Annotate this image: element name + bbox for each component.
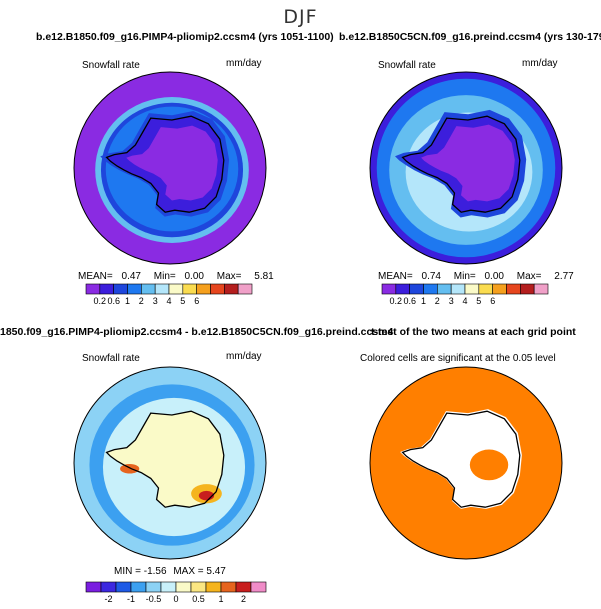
panel-1-colorbar-box-7 xyxy=(182,283,197,295)
panel-2-map-border xyxy=(369,71,563,265)
panel-3-colorbar-box-6 xyxy=(175,581,192,593)
panel-3-map-border xyxy=(73,366,267,560)
panel-2-colorbar-box-5 xyxy=(450,283,466,295)
panel-3-units: mm/day xyxy=(226,351,262,362)
panel-4-map xyxy=(369,366,563,560)
panel-2-colorbar-box-3 xyxy=(423,283,438,295)
panel-1-colorbar-box-0 xyxy=(85,283,101,295)
panel-2-units: mm/day xyxy=(522,58,558,69)
panel-3-tick-label: 0.5 xyxy=(192,594,205,604)
panel-1-interior-fill xyxy=(126,125,218,201)
panel-3-colorbar-box-4 xyxy=(145,581,162,593)
panel-3-peninsula-anomaly xyxy=(120,463,140,474)
panel-1-colorbar-box-1 xyxy=(99,283,114,295)
panel-2-coastline xyxy=(401,115,521,213)
panel-1-tick-label: 3 xyxy=(153,296,158,306)
panel-1-colorbar-box-4 xyxy=(141,283,156,295)
panel-3-map xyxy=(73,366,267,560)
panel-1-colorbar-box-10 xyxy=(224,283,239,295)
panel-1-colorbar-box-8 xyxy=(196,283,211,295)
panel-2-stats: MEAN= 0.74 Min= 0.00 Max= 2.77 xyxy=(378,271,574,282)
panel-4-coastline xyxy=(401,410,521,508)
panel-1-map xyxy=(73,71,267,265)
panel-2-tick-label: 5 xyxy=(476,296,481,306)
panel-2-colorbar-box-9 xyxy=(506,283,521,295)
panel-4-subtitle: Colored cells are significant at the 0.0… xyxy=(360,353,556,364)
panel-1-units: mm/day xyxy=(226,58,262,69)
panel-2-tick-label: 4 xyxy=(462,296,467,306)
panel-2-colorbar-box-6 xyxy=(464,283,480,295)
panel-3-colorbar-box-1 xyxy=(100,581,117,593)
panel-1-tick-label: 4 xyxy=(166,296,171,306)
panel-1-tick-label: 6 xyxy=(194,296,199,306)
panel-1-colorbar-box-6 xyxy=(168,283,184,295)
panel-2-interior-fill xyxy=(421,124,515,202)
panel-3-colorbar-box-3 xyxy=(130,581,147,593)
panel-3-colorbar: -2 -1 -0.5 0 0.5 1 2 xyxy=(85,581,267,604)
panel-2-tick-label: 1 xyxy=(421,296,426,306)
panel-2-map xyxy=(369,71,563,265)
panel-1-colorbar-box-11 xyxy=(237,283,253,295)
panel-1-tick-label: 5 xyxy=(180,296,185,306)
panel-2-tick-label: 2 xyxy=(435,296,440,306)
panel-2-title: b.e12.B1850C5CN.f09_g16.preind.ccsm4 (yr… xyxy=(339,31,601,43)
panel-3-colorbar-box-0 xyxy=(85,581,102,593)
panel-4-map-border xyxy=(369,366,563,560)
panel-3-coastline xyxy=(105,410,225,508)
page-title: DJF xyxy=(283,6,318,28)
panel-3-colorbar-box-9 xyxy=(220,581,237,593)
panel-1-tick-label: 2 xyxy=(139,296,144,306)
panel-2-tick-label: 0.2 xyxy=(390,296,403,306)
panel-2-tick-label: 0.6 xyxy=(403,296,416,306)
panel-3-tick-label: -2 xyxy=(104,594,112,604)
panel-1-title: b.e12.B1850.f09_g16.PIMP4-pliomip2.ccsm4… xyxy=(36,31,334,43)
panel-4-interior-significant xyxy=(469,449,509,481)
panel-2-colorbar-box-11 xyxy=(533,283,549,295)
panel-2-colorbar-box-1 xyxy=(395,283,410,295)
panel-2-colorbar: 0.2 0.6 1 2 3 4 5 6 xyxy=(381,283,549,306)
panel-2-colorbar-box-0 xyxy=(381,283,397,295)
panel-3-colorbar-box-10 xyxy=(235,581,252,593)
panel-3-tick-label: -0.5 xyxy=(146,594,162,604)
panel-3-colorbar-box-8 xyxy=(205,581,222,593)
panel-1-colorbar-box-5 xyxy=(154,283,170,295)
panel-4-not-significant xyxy=(400,409,522,509)
panel-3-title: 1850.f09_g16.PIMP4-pliomip2.ccsm4 - b.e1… xyxy=(0,326,394,338)
panel-3-tick-label: 0 xyxy=(173,594,178,604)
panel-2-colorbar-box-4 xyxy=(437,283,452,295)
panel-3-colorbar-box-2 xyxy=(115,581,132,593)
panel-3-tick-label: -1 xyxy=(127,594,135,604)
panel-1-tick-label: 1 xyxy=(125,296,130,306)
panel-1-tick-label: 0.2 xyxy=(94,296,107,306)
panel-1-colorbar-box-3 xyxy=(127,283,142,295)
panel-1-colorbar-box-2 xyxy=(113,283,128,295)
panel-1-coastline xyxy=(105,115,225,213)
panel-3-stats: MIN = -1.56 MAX = 5.47 xyxy=(114,566,226,577)
panel-2-colorbar-box-7 xyxy=(478,283,493,295)
panel-1-map-border xyxy=(73,71,267,265)
panel-1-colorbar: 0.2 0.6 1 2 3 4 5 6 xyxy=(85,283,253,306)
panel-1-tick-label: 0.6 xyxy=(107,296,120,306)
panel-3-colorbar-box-11 xyxy=(250,581,267,593)
panel-3-tick-label: 2 xyxy=(241,594,246,604)
panel-3-colorbar-box-7 xyxy=(190,581,207,593)
panel-3-land-fill xyxy=(106,411,224,508)
panel-2-variable: Snowfall rate xyxy=(378,60,436,71)
panel-1-variable: Snowfall rate xyxy=(82,60,140,71)
panel-2-tick-label: 6 xyxy=(490,296,495,306)
panel-3-variable: Snowfall rate xyxy=(82,353,140,364)
panel-3-colorbar-box-5 xyxy=(160,581,177,593)
panel-2-colorbar-box-2 xyxy=(409,283,424,295)
panel-2-colorbar-box-8 xyxy=(492,283,507,295)
panel-2-tick-label: 3 xyxy=(449,296,454,306)
panel-3-tick-label: 1 xyxy=(218,594,223,604)
panel-4-title: t-test of the two means at each grid poi… xyxy=(371,326,576,338)
panel-1-stats: MEAN= 0.47 Min= 0.00 Max= 5.81 xyxy=(78,271,274,282)
panel-1-colorbar-box-9 xyxy=(210,283,225,295)
panel-2-colorbar-box-10 xyxy=(520,283,535,295)
